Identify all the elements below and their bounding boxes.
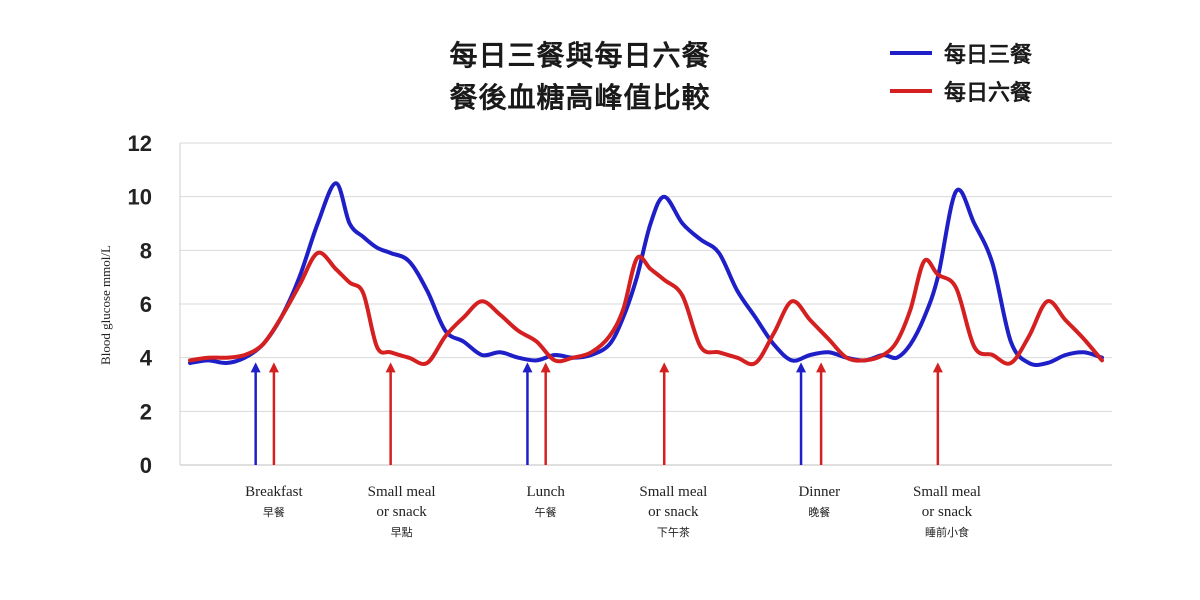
legend-swatch-six-meals [890, 89, 932, 93]
meal-label-line: or snack [376, 504, 427, 520]
meal-label-line: Breakfast [245, 484, 303, 500]
meal-arrow [659, 362, 670, 465]
series-line-six-meals [188, 250, 1104, 367]
y-tick-label: 2 [140, 399, 152, 424]
legend-item-six-meals: 每日六餐 [890, 72, 1032, 110]
y-tick-label: 8 [140, 238, 152, 263]
meal-arrow [932, 362, 943, 465]
legend-label-three-meals: 每日三餐 [944, 43, 1033, 68]
series-line-three-meals [188, 181, 1104, 367]
y-tick-label: 0 [140, 453, 152, 478]
meal-label-line: 早點 [391, 526, 413, 539]
meal-label-line: Small meal [639, 484, 707, 500]
meal-label-line: Small meal [368, 484, 436, 500]
meal-arrow [268, 362, 279, 465]
chart-title-line-2: 餐後血糖高峰值比較 [449, 81, 711, 114]
y-tick-label: 12 [128, 131, 152, 156]
meal-label-line: 早餐 [263, 505, 285, 519]
meal-label: Lunch 午餐 [527, 484, 566, 519]
meal-label-line: 午餐 [535, 505, 557, 519]
meal-label: Dinner 晚餐 [798, 484, 840, 519]
meal-label: Small meal or snack 下午茶 [639, 484, 707, 539]
meal-arrow [522, 362, 533, 465]
meal-label: Small meal or snack 早點 [368, 484, 436, 539]
meal-label-line: 下午茶 [657, 526, 690, 539]
meal-label: Small meal or snack 睡前小食 [913, 484, 981, 539]
legend: 每日三餐 每日六餐 [890, 34, 1032, 110]
meal-arrow [796, 362, 807, 465]
meal-arrow [540, 362, 551, 465]
legend-label-six-meals: 每日六餐 [944, 81, 1033, 106]
meal-label-line: Lunch [527, 484, 566, 500]
y-tick-label: 10 [128, 185, 152, 210]
legend-swatch-three-meals [890, 51, 932, 55]
y-axis-label: Blood glucose mmol/L [98, 245, 113, 365]
y-tick-label: 4 [140, 346, 153, 371]
meal-arrow [385, 362, 396, 465]
meal-label-line: Dinner [798, 484, 840, 500]
meal-arrow [816, 362, 827, 465]
meal-label-line: 睡前小食 [925, 525, 969, 539]
meal-label-line: Small meal [913, 484, 981, 500]
meal-label: Breakfast 早餐 [245, 484, 303, 519]
chart-title-line-1: 每日三餐與每日六餐 [449, 39, 711, 72]
meal-label-line: or snack [648, 504, 699, 520]
y-tick-label: 6 [140, 292, 152, 317]
meal-arrow [250, 362, 261, 465]
meal-label-line: 晚餐 [808, 505, 830, 519]
meal-label-line: or snack [922, 504, 973, 520]
legend-item-three-meals: 每日三餐 [890, 34, 1032, 72]
